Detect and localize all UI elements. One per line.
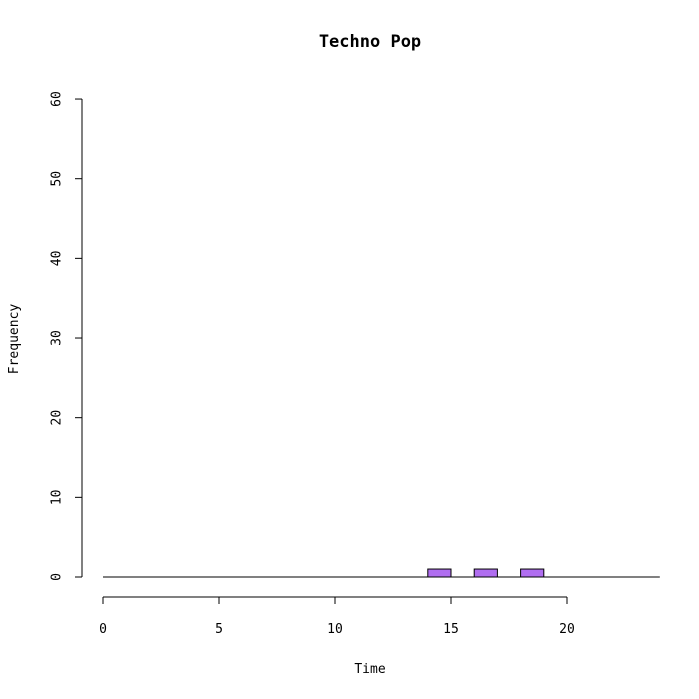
y-tick-label: 40 [50,251,65,267]
x-axis-label: Time [354,662,385,677]
y-tick-label: 30 [50,330,65,346]
y-tick-label: 10 [50,490,65,506]
x-axis: 0 5 10 15 20 [99,596,575,637]
histogram-bar [473,568,498,578]
chart-title: Techno Pop [319,32,421,52]
y-axis-label: Frequency [7,304,22,375]
x-tick-label: 0 [99,622,107,637]
y-tick-label: 50 [50,171,65,187]
x-tick-label: 10 [327,622,343,637]
histogram-bars [103,568,660,578]
x-tick-label: 15 [443,622,459,637]
y-tick-label: 0 [50,573,65,581]
y-tick-label: 60 [50,91,65,107]
y-axis: 0 10 20 30 40 50 60 [50,91,83,581]
x-tick-label: 20 [559,622,575,637]
y-tick-label: 20 [50,410,65,426]
histogram-bar [520,568,545,578]
histogram-bar [427,568,452,578]
x-tick-label: 5 [215,622,223,637]
